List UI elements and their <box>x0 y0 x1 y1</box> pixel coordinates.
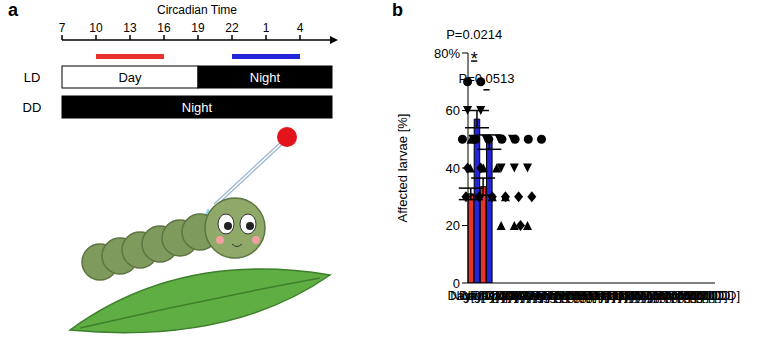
svg-text:80%: 80% <box>434 46 460 61</box>
svg-text:22: 22 <box>225 21 239 35</box>
html-text:b: b <box>392 0 403 20</box>
svg-text:LD: LD <box>24 70 41 85</box>
svg-text:Affected larvae [%]: Affected larvae [%] <box>395 114 410 223</box>
svg-text:Circadian Time: Circadian Time <box>157 3 237 17</box>
svg-text:DD: DD <box>23 100 42 115</box>
svg-text:60: 60 <box>446 103 460 118</box>
svg-text:16: 16 <box>157 21 171 35</box>
svg-text:1: 1 <box>263 21 270 35</box>
svg-text:P=0.0513: P=0.0513 <box>459 71 515 86</box>
svg-text:19: 19 <box>191 21 205 35</box>
svg-text:13: 13 <box>123 21 137 35</box>
svg-text:20: 20 <box>446 218 460 233</box>
svg-text:Night[DD]: Night[DD] <box>684 288 740 303</box>
svg-text:a: a <box>8 0 19 20</box>
svg-text:*: * <box>471 49 478 69</box>
svg-text:Night: Night <box>250 70 281 85</box>
svg-text:Day: Day <box>118 70 142 85</box>
svg-text:7: 7 <box>59 21 66 35</box>
svg-text:0: 0 <box>453 276 460 291</box>
svg-text:Night: Night <box>182 100 213 115</box>
svg-text:40: 40 <box>446 161 460 176</box>
svg-text:10: 10 <box>89 21 103 35</box>
svg-text:P=0.0214: P=0.0214 <box>446 27 502 42</box>
svg-text:4: 4 <box>297 21 304 35</box>
